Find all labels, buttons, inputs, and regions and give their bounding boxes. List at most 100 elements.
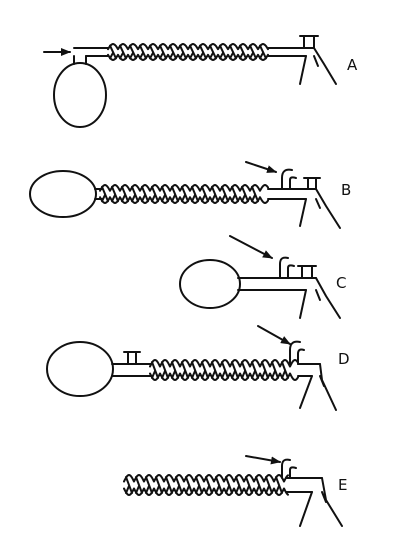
coil-strand [169,44,177,60]
coil-strand [235,476,243,494]
coil-strand [201,185,209,203]
side-arm-b [281,168,297,190]
coil-strand [195,476,203,494]
inlet-arrow-d [257,325,291,345]
coil-strand [135,476,143,494]
inlet-arrow-c [229,235,273,259]
stopcock-c [297,265,317,279]
panel-label-a: A [347,56,358,74]
coil-upper-edge [107,43,269,51]
coil-strand [275,476,283,494]
coil-strand [181,185,189,203]
coil-strand [281,361,289,379]
outlet-tube-a [267,47,315,57]
coil-strand [199,44,207,60]
coil-strand [125,476,133,494]
coil-strand [251,185,259,203]
stopcock-b [303,177,321,190]
coil-strand [209,44,217,60]
coil-strand [231,361,239,379]
coil-strand [221,185,229,203]
coil-strand [109,44,117,60]
bulb-b [29,170,97,218]
coil-strand [221,361,229,379]
coil-strand [171,185,179,203]
coil-strand [179,44,187,60]
coil-strand [119,44,127,60]
inlet-arrow-e [245,455,281,465]
connector-tube-d [111,363,153,377]
bulb-neck-a [73,55,87,65]
coil-strand [141,185,149,203]
outlet-tube-c [237,277,317,291]
coil-strand [131,185,139,203]
coil-strand [191,361,199,379]
coil-strand [189,44,197,60]
coil-strand [145,476,153,494]
coil-strand [241,361,249,379]
coil-strand [225,476,233,494]
outlet-fork-e [299,477,343,527]
bulb-d [46,341,114,397]
panel-label-d: D [338,350,350,368]
coil-strand [151,185,159,203]
inlet-tube-a [73,47,109,57]
coil-strand [229,44,237,60]
coil-strand [161,185,169,203]
stopcock-a [299,35,319,49]
coil-strand [175,476,183,494]
bulb-a [53,62,107,128]
coil-strand [211,185,219,203]
coil-strand [161,361,169,379]
outlet-tube-b [267,188,317,200]
coil-strand [181,361,189,379]
outlet-fork-a [299,47,337,85]
helix-coil-a [107,43,269,61]
outlet-tube-e [285,477,323,493]
panel-e: E [123,455,347,527]
outlet-fork-d [299,363,337,411]
stopcock-d [123,351,141,365]
coil-strand [239,44,247,60]
coil-strand [265,476,273,494]
side-arm-d [289,340,305,365]
outlet-fork-c [299,277,341,319]
coil-strand [149,44,157,60]
coil-strand [121,185,129,203]
coil-strand [249,44,257,60]
helix-coil-e [123,474,289,496]
panel-label-c: C [336,274,346,292]
coil-strand [155,476,163,494]
coil-strand [139,44,147,60]
coil-strand [171,361,179,379]
coil-strand [201,361,209,379]
coil-strand [211,361,219,379]
coil-strand [151,361,159,379]
coil-strand [261,361,269,379]
inlet-arrow-b [245,161,277,173]
coil-strand [251,361,259,379]
bulb-c [179,259,241,309]
coil-strand [241,185,249,203]
coil-strand [185,476,193,494]
coil-strand [191,185,199,203]
coil-strand [245,476,253,494]
panel-label-b: B [341,181,351,199]
coil-lower-edge [149,372,299,381]
panel-a: A [43,35,358,128]
coil-strand [111,185,119,203]
coil-strand [205,476,213,494]
coil-strand [231,185,239,203]
side-arm-c [279,256,295,279]
panel-b: B [29,161,351,229]
outlet-tube-d [297,363,321,377]
helix-coil-b [99,184,269,204]
side-arm-e [281,458,297,479]
helix-coil-d [149,359,299,381]
panel-c: C [179,235,346,319]
panel-label-e: E [338,476,347,494]
coil-strand [259,44,267,60]
coil-strand [255,476,263,494]
coil-strand [159,44,167,60]
